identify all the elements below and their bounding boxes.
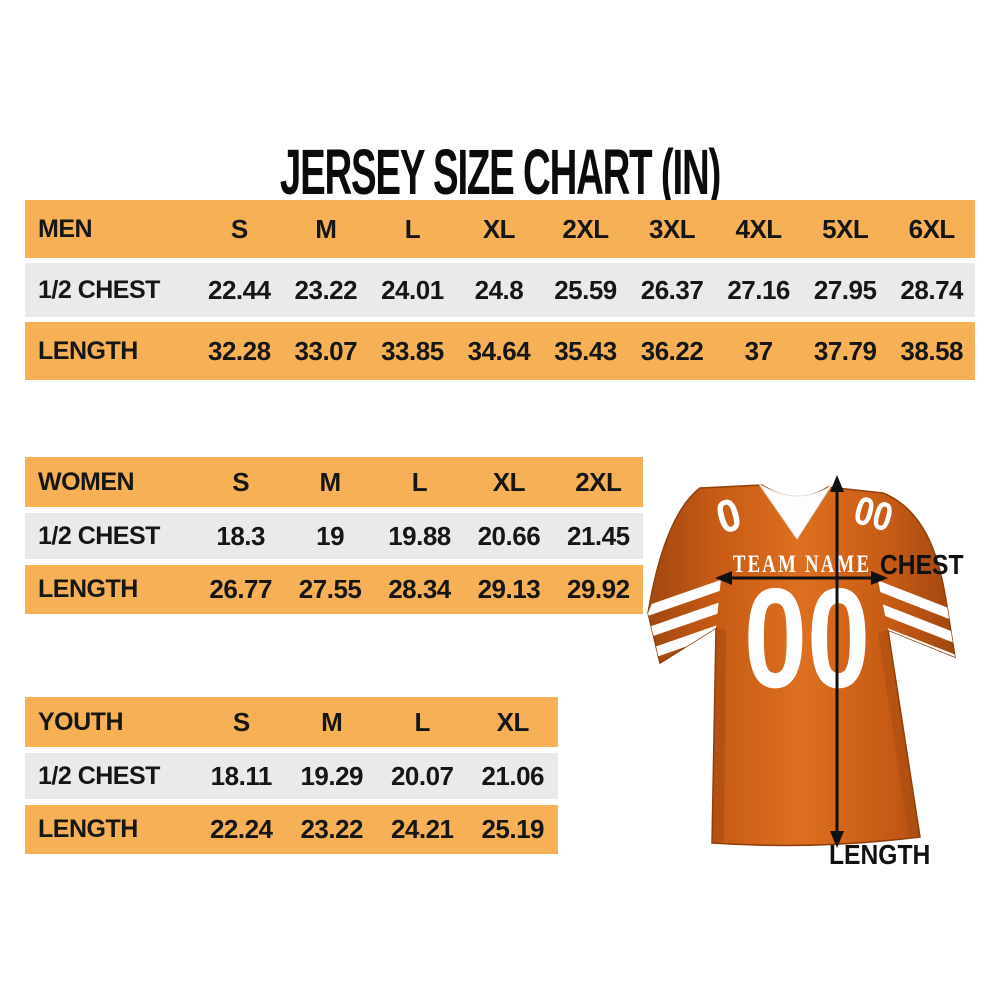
size-value-cell: 19 xyxy=(316,520,345,551)
size-value-cell: 20.07 xyxy=(390,760,454,791)
size-value-cell: 19.29 xyxy=(300,760,364,791)
size-table-data-row: 1/2 CHEST 18.11 19.29 20.07 21.06 xyxy=(25,753,558,799)
size-value-cell: 32.28 xyxy=(207,335,271,366)
jersey-figure: 0 00 TEAM NAME 00 xyxy=(630,465,990,865)
size-value-cell: 37 xyxy=(744,335,773,366)
size-table-data-row: LENGTH 22.24 23.22 24.21 25.19 xyxy=(25,805,558,854)
size-value-cell: 28.34 xyxy=(388,574,451,604)
women-size-table: WOMEN S M L XL 2XL 1/2 CHEST 18.3 19 19.88 20.66 21… xyxy=(25,457,643,614)
chest-label: CHEST xyxy=(880,549,964,580)
size-row-label: 1/2 CHEST xyxy=(38,521,160,550)
size-value-cell: 23.22 xyxy=(294,274,358,305)
size-value-cell: 20.66 xyxy=(477,520,541,551)
size-value-cell: 22.24 xyxy=(209,814,273,844)
size-row-label: LENGTH xyxy=(38,336,138,365)
size-row-label: MEN xyxy=(38,214,93,243)
size-value-cell: 24.01 xyxy=(381,274,444,305)
size-header-cell: 2XL xyxy=(562,213,609,244)
size-header-cell: M xyxy=(315,213,337,244)
size-header-cell: 3XL xyxy=(648,213,696,244)
size-value-cell: 21.45 xyxy=(567,520,630,551)
youth-size-table: YOUTH S M L XL 1/2 CHEST 18.11 19.29 20.07 21.06 L… xyxy=(25,697,558,854)
size-table-header-row: YOUTH S M L XL xyxy=(25,697,558,747)
size-row-label: 1/2 CHEST xyxy=(38,275,160,304)
size-table-data-row: LENGTH 32.28 33.07 33.85 34.64 35.43 36.22 37 37… xyxy=(25,322,975,380)
page-title: JERSEY SIZE CHART (IN) xyxy=(279,135,721,208)
size-value-cell: 38.58 xyxy=(900,335,963,366)
size-header-cell: L xyxy=(414,706,431,737)
size-value-cell: 36.22 xyxy=(640,335,704,366)
size-value-cell: 19.88 xyxy=(388,520,451,551)
size-header-cell: 5XL xyxy=(822,213,869,244)
size-value-cell: 24.8 xyxy=(474,274,524,305)
size-header-cell: S xyxy=(230,213,248,244)
size-header-cell: M xyxy=(321,706,343,737)
size-header-cell: L xyxy=(411,466,428,497)
chest-number-text: 00 xyxy=(744,560,870,718)
size-table-header-row: MEN S M L XL 2XL 3XL 4XL 5XL 6XL xyxy=(25,200,975,258)
size-value-cell: 27.16 xyxy=(727,274,790,305)
size-value-cell: 33.85 xyxy=(381,335,444,366)
size-value-cell: 26.37 xyxy=(640,274,704,305)
size-value-cell: 25.19 xyxy=(481,814,545,844)
size-row-label: YOUTH xyxy=(38,707,124,736)
size-value-cell: 18.3 xyxy=(216,520,265,551)
jersey-graphic: 0 00 TEAM NAME 00 xyxy=(647,475,956,848)
size-value-cell: 29.13 xyxy=(477,574,541,604)
length-arrow xyxy=(830,475,844,848)
size-table-data-row: LENGTH 26.77 27.55 28.34 29.13 29.92 xyxy=(25,565,643,614)
size-value-cell: 29.92 xyxy=(567,574,630,604)
size-header-cell: 6XL xyxy=(908,213,956,244)
size-value-cell: 33.07 xyxy=(294,335,358,366)
size-value-cell: 28.74 xyxy=(900,274,963,305)
size-row-label: LENGTH xyxy=(38,575,138,603)
size-header-cell: 2XL xyxy=(575,466,622,497)
size-table-header-row: WOMEN S M L XL 2XL xyxy=(25,457,643,507)
jersey-collar xyxy=(758,483,832,540)
size-value-cell: 22.44 xyxy=(207,274,271,305)
chest-arrow xyxy=(715,571,888,585)
size-value-cell: 27.95 xyxy=(813,274,877,305)
jersey-shading-right xyxy=(878,630,920,838)
length-label: LENGTH xyxy=(829,839,931,870)
size-row-label: WOMEN xyxy=(38,467,135,496)
size-header-cell: S xyxy=(232,466,250,497)
size-table-data-row: 1/2 CHEST 22.44 23.22 24.01 24.8 25.59 26.37 27… xyxy=(25,263,975,317)
size-value-cell: 37.79 xyxy=(813,335,877,366)
size-value-cell: 27.55 xyxy=(298,574,362,604)
size-value-cell: 35.43 xyxy=(554,335,617,366)
size-value-cell: 25.59 xyxy=(554,274,617,305)
size-header-cell: S xyxy=(232,706,250,737)
size-header-cell: 4XL xyxy=(735,213,783,244)
size-value-cell: 26.77 xyxy=(209,574,272,604)
size-value-cell: 21.06 xyxy=(481,760,545,791)
size-value-cell: 18.11 xyxy=(210,760,273,791)
size-row-label: 1/2 CHEST xyxy=(38,761,160,790)
size-header-cell: L xyxy=(404,213,421,244)
size-value-cell: 24.21 xyxy=(390,814,454,844)
size-value-cell: 23.22 xyxy=(300,814,364,844)
size-header-cell: XL xyxy=(492,466,526,497)
size-table-data-row: 1/2 CHEST 18.3 19 19.88 20.66 21.45 xyxy=(25,513,643,559)
size-value-cell: 34.64 xyxy=(467,335,531,366)
team-name-text: TEAM NAME xyxy=(733,549,871,577)
size-row-label: LENGTH xyxy=(38,815,138,843)
size-header-cell: XL xyxy=(496,706,530,737)
size-header-cell: XL xyxy=(482,213,516,244)
jersey-shading-left xyxy=(712,628,726,843)
men-size-table: MEN S M L XL 2XL 3XL 4XL 5XL 6XL 1/2 CHEST 22.44 23.… xyxy=(25,200,975,380)
size-header-cell: M xyxy=(319,466,342,497)
